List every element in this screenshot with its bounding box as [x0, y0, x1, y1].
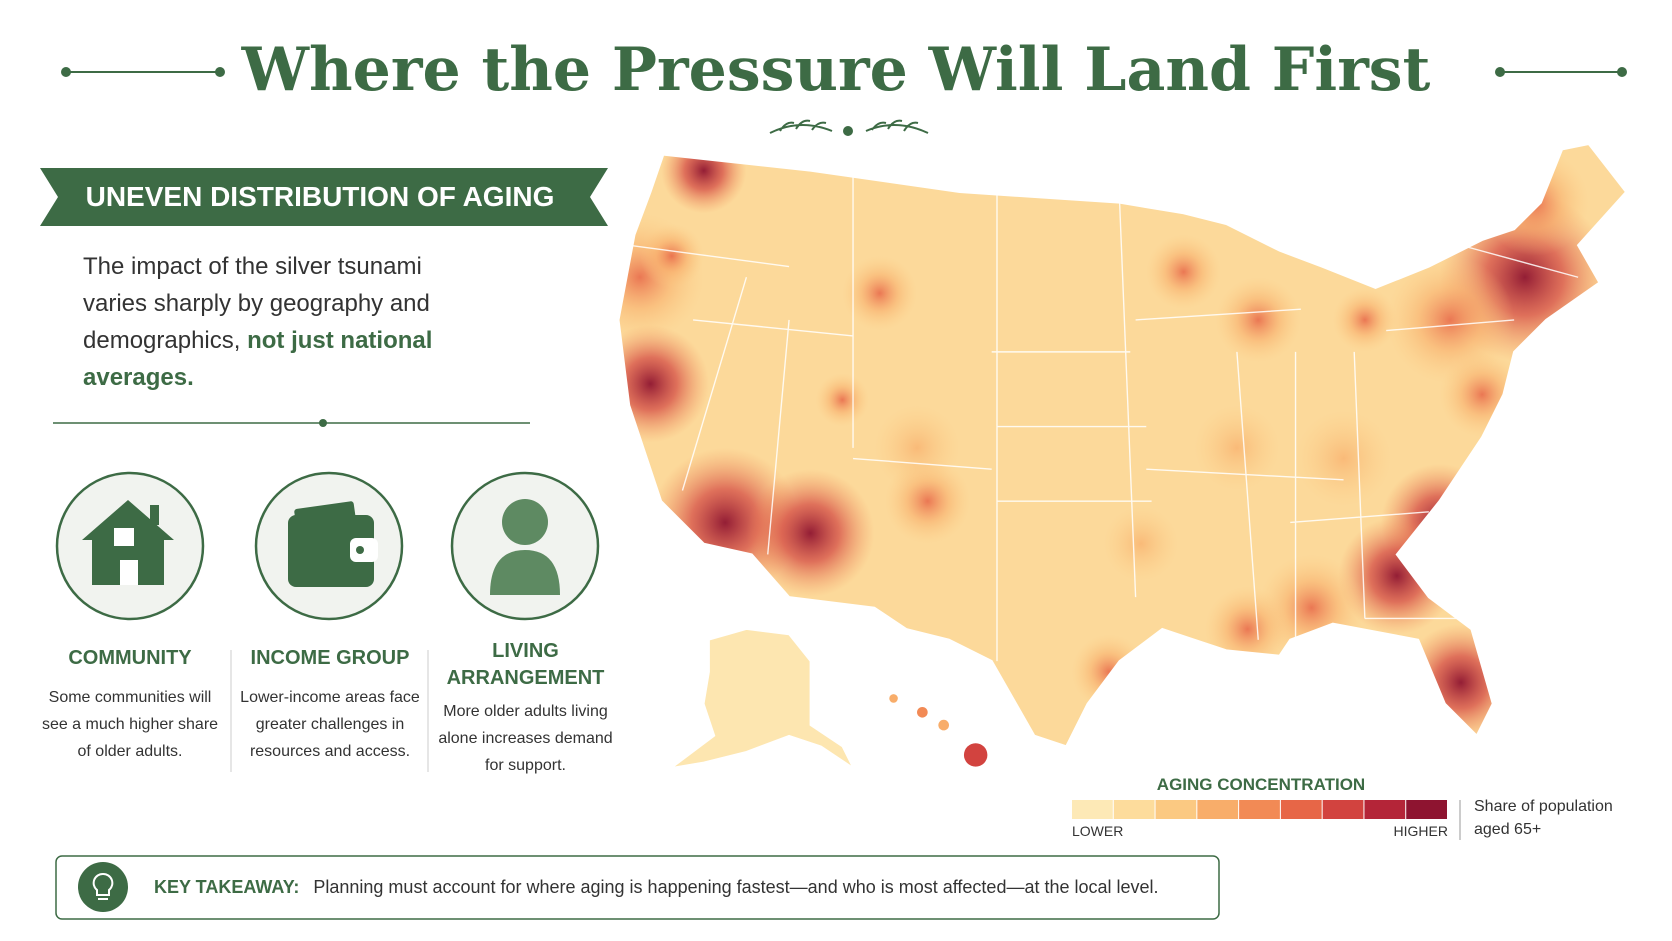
legend-title: AGING CONCENTRATION: [1157, 775, 1365, 794]
banner-text: UNEVEN DISTRIBUTION OF AGING: [86, 181, 555, 212]
legend-swatch: [1072, 800, 1113, 819]
card-description: More older adults living alone increases…: [438, 703, 613, 774]
legend-swatch: [1364, 800, 1406, 819]
takeaway-label: KEY TAKEAWAY:: [154, 877, 299, 897]
card-title: INCOME GROUP: [250, 647, 410, 669]
card-title: LIVING ARRANGEMENT: [446, 640, 605, 689]
card-description: Some communities will see a much higher …: [41, 689, 219, 760]
banner: [40, 168, 608, 226]
divider-dot: [319, 419, 327, 427]
legend-scale: [1072, 800, 1447, 819]
card-description: Lower-income areas face greater challeng…: [240, 689, 420, 760]
legend-swatch: [1155, 800, 1197, 819]
bulb: [92, 872, 114, 900]
card: LIVING ARRANGEMENT More older adults liv…: [438, 638, 613, 779]
legend-swatch: [1280, 800, 1322, 819]
title-rules: [61, 67, 1627, 136]
card-icons: [55, 471, 600, 621]
card-title: COMMUNITY: [68, 647, 192, 669]
intro-emphasis: not just national averages.: [83, 327, 433, 391]
intro: The impact of the silver tsunami varies …: [83, 248, 483, 396]
intro-text: The impact of the silver tsunami varies …: [83, 253, 430, 354]
page-title: Where the Pressure Will Land First: [241, 35, 1431, 105]
takeaway-box: [55, 855, 1220, 920]
us-map: [617, 142, 1628, 771]
card: INCOME GROUP Lower-income areas face gre…: [240, 645, 420, 765]
legend-swatch: [1322, 800, 1364, 819]
takeaway: KEY TAKEAWAY: Planning must account for w…: [154, 877, 1159, 897]
card: COMMUNITY Some communities will see a mu…: [40, 645, 220, 765]
takeaway-text: Planning must account for where aging is…: [313, 877, 1158, 897]
legend-swatch: [1406, 800, 1447, 819]
legend-swatch: [1197, 800, 1239, 819]
takeaway-icon: [78, 862, 128, 912]
legend-note: Share of population aged 65+: [1474, 798, 1613, 838]
legend-swatch: [1239, 800, 1280, 819]
legend-high: HIGHER: [1394, 823, 1448, 839]
legend-swatch: [1113, 800, 1155, 819]
legend-low: LOWER: [1072, 823, 1123, 839]
